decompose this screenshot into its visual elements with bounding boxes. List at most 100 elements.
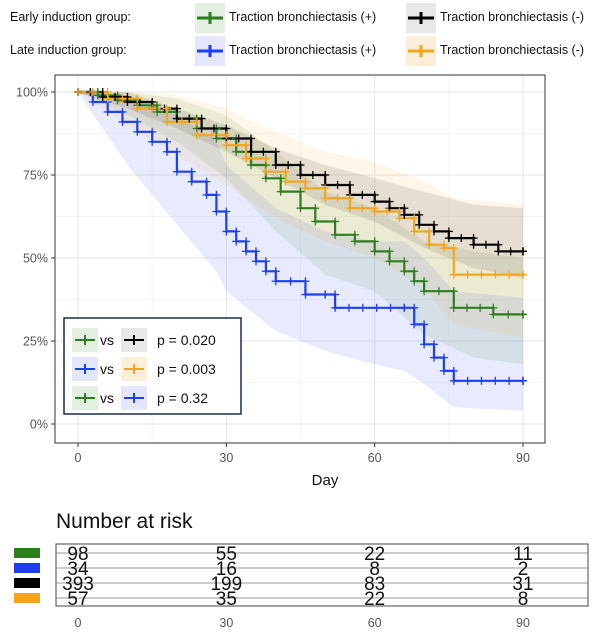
censor-mark-early-neg — [296, 171, 305, 179]
censor-mark-early-neg — [494, 247, 503, 256]
censor-mark-late-neg — [321, 184, 330, 193]
censor-mark-early-pos — [476, 303, 485, 312]
censor-mark-early-pos — [370, 237, 379, 246]
censor-mark-early-pos — [434, 287, 443, 296]
censor-mark-late-neg — [345, 194, 354, 203]
censor-mark-late-neg — [88, 88, 97, 96]
censor-mark-late-pos — [430, 340, 438, 349]
y-tick-label: 100% — [16, 86, 48, 100]
pvalue-vs-text: vs — [100, 390, 114, 406]
censor-mark-late-pos — [242, 237, 251, 246]
censor-mark-early-pos — [350, 237, 359, 246]
risk-value: 16 — [216, 559, 237, 580]
censor-mark-early-pos — [370, 247, 379, 256]
legend-key-late-neg — [408, 45, 434, 57]
censor-mark-late-pos — [410, 320, 419, 329]
censor-mark-late-pos — [344, 303, 353, 312]
ci-band-early-pos — [78, 92, 523, 365]
censor-mark-early-pos — [296, 204, 305, 213]
censor-mark-early-pos — [276, 187, 285, 196]
x-axis-ticks: 0 30 60 90 — [75, 443, 530, 465]
x-tick-label: 30 — [219, 451, 233, 465]
x-tick-label: 0 — [75, 451, 82, 465]
censor-mark-early-pos — [400, 267, 409, 276]
censor-mark-late-pos — [271, 267, 280, 276]
risk-time-label: 0 — [75, 616, 82, 630]
censor-mark-late-pos — [172, 147, 181, 156]
censor-mark-late-neg — [301, 184, 310, 193]
legend-key-early-pos — [197, 12, 223, 24]
censor-mark-early-pos — [449, 303, 458, 312]
censor-mark-late-neg — [410, 227, 419, 236]
censor-mark-late-pos — [232, 227, 241, 236]
risk-value: 34 — [67, 559, 89, 580]
censor-mark-late-neg — [261, 154, 270, 163]
risk-value: 22 — [364, 589, 385, 610]
censor-mark-late-pos — [477, 376, 486, 385]
risk-value: 8 — [369, 559, 380, 580]
censor-mark-early-pos — [311, 204, 320, 213]
censor-mark-early-neg — [321, 171, 330, 179]
censor-mark-late-pos — [301, 277, 310, 286]
censor-mark-early-neg — [469, 240, 478, 249]
censor-mark-early-neg — [415, 220, 424, 229]
pvalue-text: p = 0.003 — [157, 361, 216, 377]
censor-mark-late-pos — [449, 376, 458, 385]
risk-value: 57 — [67, 589, 88, 610]
legend-early-label: Early induction group: — [10, 10, 131, 24]
legend-late-label: Late induction group: — [10, 43, 127, 57]
y-tick-label: 75% — [23, 169, 48, 183]
risk-value: 35 — [216, 589, 237, 610]
censor-mark-late-pos — [331, 303, 340, 312]
censor-mark-early-pos — [385, 257, 394, 266]
censor-mark-late-pos — [222, 207, 231, 216]
censor-mark-late-pos — [358, 303, 367, 312]
y-axis-ticks: 0% 25% 50% 75% 100% — [16, 86, 55, 432]
risk-value: 22 — [364, 544, 385, 565]
risk-color-key-early-neg — [14, 578, 40, 588]
risk-value: 55 — [216, 544, 237, 565]
censor-mark-late-neg — [321, 194, 330, 203]
censor-mark-early-pos — [410, 277, 419, 286]
censor-mark-late-pos — [386, 303, 395, 312]
pvalue-vs-text: vs — [100, 361, 114, 377]
pvalue-key-b — [121, 357, 147, 381]
censor-mark-early-pos — [462, 303, 471, 312]
censor-mark-late-neg — [177, 117, 186, 126]
y-tick-label: 0% — [30, 418, 48, 432]
censor-mark-late-pos — [103, 107, 112, 116]
pvalue-text: p = 0.020 — [157, 332, 216, 348]
pvalue-box: vs p = 0.020 vs p = 0.003 vs p = 0.32 — [63, 317, 242, 415]
censor-mark-early-pos — [212, 134, 221, 143]
censor-mark-late-pos — [118, 117, 127, 126]
censor-mark-early-pos — [93, 91, 102, 100]
censor-mark-early-pos — [449, 287, 458, 296]
censor-mark-late-pos — [261, 257, 270, 266]
y-tick-label: 25% — [23, 335, 48, 349]
pvalue-vs-text: vs — [100, 332, 114, 348]
pvalue-key-b — [121, 386, 147, 410]
censor-mark-early-neg — [111, 92, 120, 101]
censor-mark-early-neg — [209, 124, 218, 133]
censor-mark-late-pos — [271, 277, 280, 286]
risk-value: 98 — [67, 544, 88, 565]
pvalue-key-b — [121, 328, 147, 352]
censor-mark-early-neg — [271, 147, 280, 156]
censor-mark-late-pos — [202, 190, 211, 199]
censor-mark-early-pos — [420, 277, 429, 286]
censor-mark-early-neg — [185, 114, 194, 123]
risk-color-key-late-neg — [14, 593, 40, 603]
censor-mark-late-pos — [252, 257, 260, 266]
censor-mark-late-neg — [383, 207, 392, 216]
risk-value: 8 — [518, 589, 529, 610]
censor-mark-early-neg — [296, 161, 305, 170]
censor-mark-early-pos — [276, 174, 285, 183]
censor-mark-late-pos — [321, 290, 330, 299]
censor-mark-early-pos — [489, 310, 498, 319]
censor-mark-late-pos — [463, 376, 472, 385]
legend-key-late-pos — [197, 45, 223, 57]
censor-mark-late-pos — [172, 167, 181, 176]
censor-mark-late-neg — [345, 204, 354, 213]
censor-mark-late-neg — [192, 117, 201, 126]
censor-mark-late-pos — [163, 137, 171, 146]
